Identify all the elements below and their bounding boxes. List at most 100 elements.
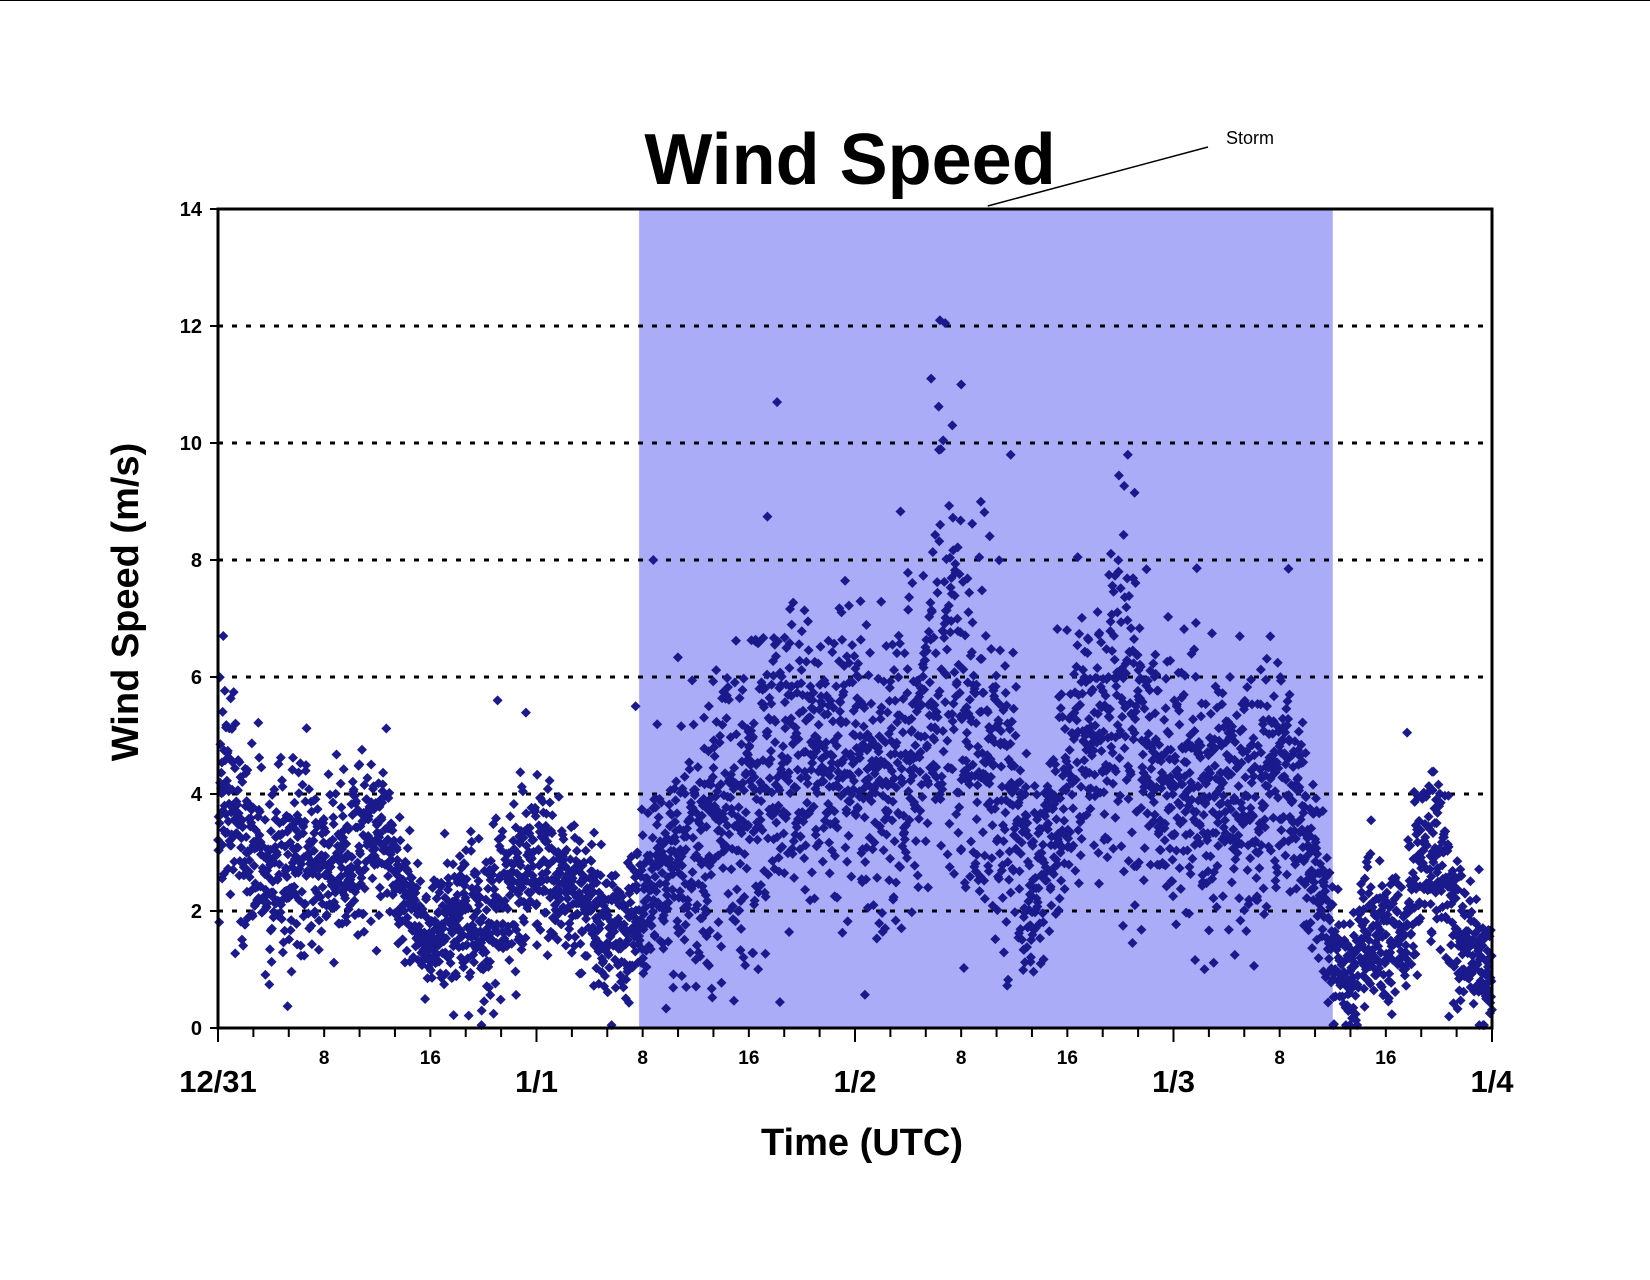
- data-point: [463, 903, 474, 914]
- data-point: [254, 806, 265, 817]
- data-point: [230, 718, 241, 729]
- data-point: [709, 751, 720, 762]
- data-point: [293, 842, 303, 853]
- x-hour-tick-label: 8: [637, 1048, 648, 1069]
- data-point: [306, 920, 317, 931]
- data-point: [799, 853, 810, 864]
- data-point: [844, 658, 855, 668]
- data-point: [833, 767, 844, 777]
- data-point: [837, 927, 848, 938]
- data-point: [736, 739, 747, 750]
- data-point: [725, 792, 736, 803]
- data-point: [395, 835, 406, 846]
- data-point: [466, 845, 477, 856]
- data-point: [448, 859, 458, 870]
- data-point: [672, 808, 682, 819]
- data-point: [754, 808, 765, 819]
- data-point: [833, 730, 843, 741]
- data-point: [813, 719, 824, 730]
- data-point: [355, 848, 366, 859]
- data-point: [544, 797, 555, 808]
- data-point: [222, 745, 233, 756]
- data-point: [825, 770, 835, 781]
- data-point: [680, 788, 690, 799]
- data-point: [299, 950, 310, 961]
- y-axis-label: Wind Speed (m/s): [105, 443, 147, 761]
- data-point: [687, 675, 698, 686]
- x-hour-tick-label: 8: [956, 1048, 967, 1069]
- data-point: [777, 841, 788, 852]
- data-point: [863, 670, 874, 681]
- data-point: [861, 619, 872, 630]
- data-point: [865, 647, 875, 658]
- data-point: [1425, 899, 1436, 909]
- data-point: [813, 658, 824, 669]
- data-point: [589, 827, 600, 838]
- data-point: [313, 871, 324, 882]
- data-point: [637, 830, 648, 841]
- data-point: [1426, 936, 1436, 947]
- data-point: [685, 947, 696, 958]
- data-point: [367, 873, 378, 884]
- data-point: [610, 870, 621, 881]
- data-point: [598, 956, 609, 967]
- data-point: [690, 784, 701, 795]
- x-date-tick-label: 12/31: [179, 1064, 257, 1099]
- data-point: [328, 819, 339, 830]
- data-point: [483, 883, 493, 894]
- data-point: [663, 936, 674, 947]
- data-point: [658, 943, 669, 954]
- data-point: [443, 879, 454, 890]
- data-point: [554, 892, 565, 903]
- data-point: [574, 836, 585, 847]
- y-tick-label: 12: [180, 316, 202, 338]
- data-point: [722, 820, 733, 831]
- data-point: [264, 799, 275, 810]
- data-point: [480, 947, 491, 958]
- data-point: [808, 801, 819, 812]
- data-point: [558, 854, 569, 865]
- data-point: [477, 912, 488, 923]
- data-point: [609, 926, 620, 937]
- data-point: [853, 672, 864, 683]
- data-point: [586, 839, 597, 850]
- data-point: [481, 905, 492, 915]
- data-point: [625, 897, 636, 908]
- data-point: [779, 632, 790, 643]
- data-point: [855, 634, 866, 645]
- data-point: [547, 810, 558, 821]
- data-point: [560, 940, 571, 951]
- data-point: [271, 807, 282, 818]
- data-point: [230, 948, 241, 959]
- data-point: [221, 775, 232, 786]
- data-point: [1431, 818, 1442, 829]
- data-point: [874, 918, 885, 929]
- data-point: [656, 797, 667, 808]
- data-point: [237, 777, 248, 787]
- data-point: [623, 935, 634, 945]
- data-point: [425, 965, 436, 976]
- data-point: [382, 834, 393, 845]
- data-point: [875, 713, 886, 724]
- data-point: [277, 947, 288, 958]
- data-point: [352, 857, 363, 868]
- data-point: [328, 812, 339, 823]
- data-point: [863, 773, 874, 784]
- data-point: [1345, 918, 1355, 929]
- data-point: [683, 909, 694, 920]
- data-point: [377, 779, 388, 790]
- data-point: [715, 730, 725, 741]
- data-point: [679, 934, 690, 945]
- data-points: [213, 315, 1497, 1031]
- data-point: [535, 925, 546, 935]
- data-point: [492, 695, 503, 706]
- data-point: [849, 651, 860, 662]
- data-point: [817, 699, 828, 710]
- data-point: [784, 663, 795, 673]
- data-point: [894, 638, 905, 649]
- data-point: [365, 916, 376, 927]
- data-point: [651, 819, 662, 830]
- data-point: [781, 809, 792, 820]
- data-point: [394, 812, 405, 823]
- data-point: [370, 843, 381, 854]
